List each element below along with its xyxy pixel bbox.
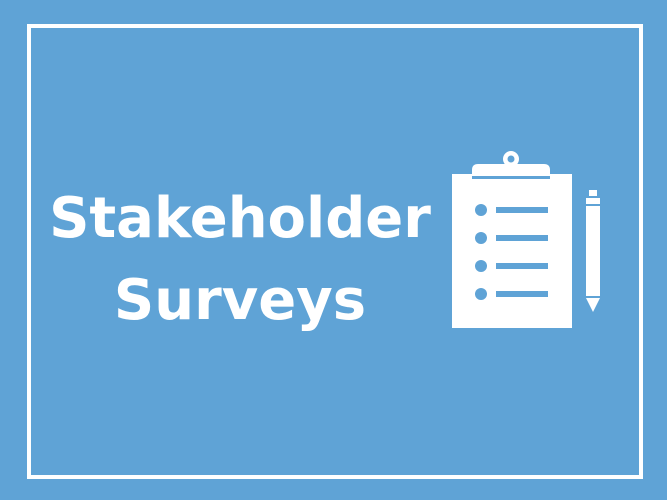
pencil-body xyxy=(586,206,600,296)
checklist-bullet xyxy=(475,288,487,300)
title-line-2: Surveys xyxy=(113,268,367,333)
checklist-line xyxy=(496,263,548,269)
pencil-band xyxy=(586,198,600,204)
checklist-line xyxy=(496,291,548,297)
clipboard-checklist-icon xyxy=(452,151,572,328)
clipboard-board xyxy=(452,174,572,328)
clipboard-clip-edge xyxy=(472,176,550,179)
white-border-frame xyxy=(27,24,643,479)
title-line-1: Stakeholder xyxy=(49,186,431,251)
checklist-bullet xyxy=(475,260,487,272)
checklist-bullet xyxy=(475,232,487,244)
slide-title: Stakeholder Surveys xyxy=(40,178,440,342)
checklist-line xyxy=(496,235,548,241)
pencil-tip xyxy=(586,298,600,312)
pencil-icon xyxy=(586,190,600,312)
checklist-line xyxy=(496,207,548,213)
checklist-items xyxy=(475,204,548,300)
survey-icon-svg xyxy=(452,151,600,328)
pencil-eraser xyxy=(589,190,597,196)
survey-icon-group xyxy=(448,150,608,332)
clipboard-clip-hole xyxy=(507,155,515,163)
checklist-bullet xyxy=(475,204,487,216)
